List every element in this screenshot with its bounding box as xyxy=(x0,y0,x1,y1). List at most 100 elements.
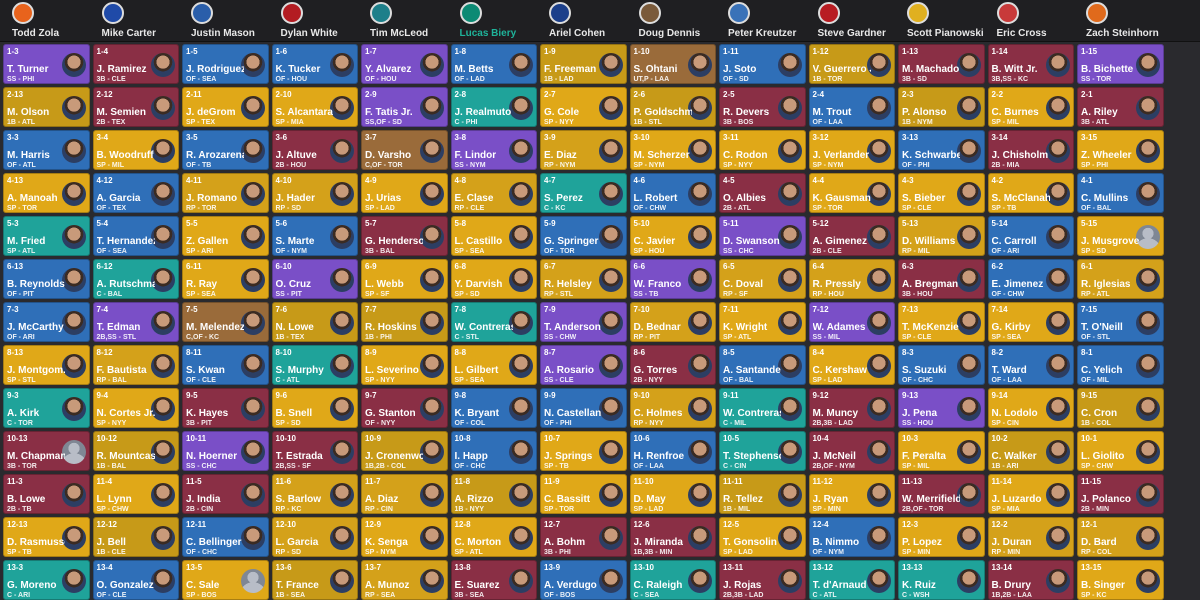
draft-pick-card[interactable]: 1-12 V. Guerrero Jr.1B - TOR xyxy=(808,44,895,84)
draft-pick-card[interactable]: 1-4 J. Ramirez 3B - CLE xyxy=(92,44,179,84)
draft-pick-card[interactable]: 3-13 K. Schwarber OF - PHI xyxy=(898,130,985,170)
draft-pick-card[interactable]: 13-11 J. Rojas 2B,3B - LAD xyxy=(719,560,806,600)
draft-pick-card[interactable]: 12-12 J. Bell 1B - CLE xyxy=(92,517,179,557)
draft-pick-card[interactable]: 4-5 O. Albies 2B - ATL xyxy=(719,173,806,213)
draft-pick-card[interactable]: 9-9 N. Castellan...OF - PHI xyxy=(540,388,627,428)
draft-pick-card[interactable]: 9-5 K. Hayes 3B - PIT xyxy=(182,388,269,428)
draft-pick-card[interactable]: 4-3 S. Bieber SP - CLE xyxy=(898,173,985,213)
draft-pick-card[interactable]: 5-14 C. Carroll OF - ARI xyxy=(987,216,1074,256)
draft-pick-card[interactable]: 3-8 F. Lindor SS - NYM xyxy=(450,130,537,170)
draft-pick-card[interactable]: 13-4 O. Gonzalez OF - CLE xyxy=(92,560,179,600)
draft-pick-card[interactable]: 4-12 A. Garcia OF - TEX xyxy=(92,173,179,213)
draft-pick-card[interactable]: 2-5 R. Devers 3B - BOS xyxy=(719,87,806,127)
draft-pick-card[interactable]: 11-14 J. Luzardo SP - MIA xyxy=(987,474,1074,514)
draft-pick-card[interactable]: 4-4 K. Gausman SP - TOR xyxy=(808,173,895,213)
draft-pick-card[interactable]: 12-5 T. Gonsolin SP - LAD xyxy=(719,517,806,557)
draft-pick-card[interactable]: 13-14 B. Drury 1B,2B - LAA xyxy=(987,560,1074,600)
draft-pick-card[interactable]: 5-11 D. Swanson SS - CHC xyxy=(719,216,806,256)
draft-pick-card[interactable]: 6-2 E. Jimenez OF - CHW xyxy=(987,259,1074,299)
draft-pick-card[interactable]: 2-8 J. Realmuto C - PHI xyxy=(450,87,537,127)
draft-pick-card[interactable]: 3-15 Z. Wheeler SP - PHI xyxy=(1077,130,1164,170)
team-column-header[interactable]: Ariel Cohen xyxy=(539,0,629,42)
draft-pick-card[interactable]: 2-4 M. Trout OF - LAA xyxy=(808,87,895,127)
draft-pick-card[interactable]: 9-14 N. Lodolo SP - CIN xyxy=(987,388,1074,428)
draft-pick-card[interactable]: 8-8 L. Gilbert SP - SEA xyxy=(450,345,537,385)
draft-pick-card[interactable]: 1-8 M. Betts OF - LAD xyxy=(450,44,537,84)
draft-pick-card[interactable]: 2-6 P. Goldschm...1B - STL xyxy=(629,87,716,127)
draft-pick-card[interactable]: 7-12 W. Adames SS - MIL xyxy=(808,302,895,342)
draft-pick-card[interactable]: 5-4 T. Hernandez OF - SEA xyxy=(92,216,179,256)
draft-pick-card[interactable]: 7-13 T. McKenzie SP - CLE xyxy=(898,302,985,342)
draft-pick-card[interactable]: 8-3 S. Suzuki OF - CHC xyxy=(898,345,985,385)
draft-pick-card[interactable]: 1-10 S. Ohtani UT,P - LAA xyxy=(629,44,716,84)
draft-pick-card[interactable]: 7-7 R. Hoskins 1B - PHI xyxy=(361,302,448,342)
draft-pick-card[interactable]: 6-9 L. Webb SP - SF xyxy=(361,259,448,299)
draft-pick-card[interactable]: 13-7 A. Munoz RP - SEA xyxy=(361,560,448,600)
draft-pick-card[interactable]: 8-4 C. Kershaw SP - LAD xyxy=(808,345,895,385)
draft-pick-card[interactable]: 5-8 L. Castillo SP - SEA xyxy=(450,216,537,256)
draft-pick-card[interactable]: 9-6 B. Snell SP - SD xyxy=(271,388,358,428)
draft-pick-card[interactable]: 1-14 B. Witt Jr. 3B,SS - KC xyxy=(987,44,1074,84)
draft-pick-card[interactable]: 9-12 M. Muncy 2B,3B - LAD xyxy=(808,388,895,428)
draft-pick-card[interactable]: 11-3 B. Lowe 2B - TB xyxy=(3,474,90,514)
draft-pick-card[interactable]: 8-11 S. Kwan OF - CLE xyxy=(182,345,269,385)
draft-pick-card[interactable]: 10-5 T. StephensonC - CIN xyxy=(719,431,806,471)
draft-pick-card[interactable]: 10-8 I. Happ OF - CHC xyxy=(450,431,537,471)
draft-pick-card[interactable]: 13-12 T. d'Arnaud C - ATL xyxy=(808,560,895,600)
team-column-header[interactable]: Tim McLeod xyxy=(360,0,450,42)
draft-pick-card[interactable]: 1-7 Y. Alvarez OF - HOU xyxy=(361,44,448,84)
draft-pick-card[interactable]: 7-5 M. Melendez C,OF - KC xyxy=(182,302,269,342)
draft-pick-card[interactable]: 4-1 C. Mullins OF - BAL xyxy=(1077,173,1164,213)
draft-pick-card[interactable]: 1-13 M. Machado 3B - SD xyxy=(898,44,985,84)
draft-pick-card[interactable]: 7-14 G. Kirby SP - SEA xyxy=(987,302,1074,342)
draft-pick-card[interactable]: 6-5 C. Doval RP - SF xyxy=(719,259,806,299)
draft-pick-card[interactable]: 10-6 H. Renfroe OF - LAA xyxy=(629,431,716,471)
draft-pick-card[interactable]: 7-4 T. Edman 2B,SS - STL xyxy=(92,302,179,342)
draft-pick-card[interactable]: 3-5 R. Arozarena OF - TB xyxy=(182,130,269,170)
draft-pick-card[interactable]: 7-11 K. Wright SP - ATL xyxy=(719,302,806,342)
draft-pick-card[interactable]: 13-15 B. Singer SP - KC xyxy=(1077,560,1164,600)
draft-pick-card[interactable]: 8-7 A. Rosario SS - CLE xyxy=(540,345,627,385)
draft-pick-card[interactable]: 4-7 S. Perez C - KC xyxy=(540,173,627,213)
draft-pick-card[interactable]: 10-3 F. Peralta SP - MIL xyxy=(898,431,985,471)
draft-pick-card[interactable]: 2-2 C. Burnes SP - MIL xyxy=(987,87,1074,127)
team-column-header[interactable]: Scott Pianowski xyxy=(897,0,987,42)
draft-pick-card[interactable]: 5-3 M. Fried SP - ATL xyxy=(3,216,90,256)
draft-pick-card[interactable]: 11-11 R. Tellez 1B - MIL xyxy=(719,474,806,514)
draft-pick-card[interactable]: 1-3 T. Turner SS - PHI xyxy=(3,44,90,84)
draft-pick-card[interactable]: 9-4 N. Cortes Jr. SP - NYY xyxy=(92,388,179,428)
draft-pick-card[interactable]: 3-14 J. Chisholm ...2B - MIA xyxy=(987,130,1074,170)
draft-pick-card[interactable]: 8-2 T. Ward OF - LAA xyxy=(987,345,1074,385)
draft-pick-card[interactable]: 3-6 J. Altuve 2B - HOU xyxy=(271,130,358,170)
draft-pick-card[interactable]: 3-4 B. Woodruff SP - MIL xyxy=(92,130,179,170)
draft-pick-card[interactable]: 10-4 J. McNeil 2B,OF - NYM xyxy=(808,431,895,471)
team-column-header[interactable]: Doug Dennis xyxy=(629,0,719,42)
draft-pick-card[interactable]: 10-13 M. Chapman 3B - TOR xyxy=(3,431,90,471)
draft-pick-card[interactable]: 13-3 G. Moreno C - ARI xyxy=(3,560,90,600)
draft-pick-card[interactable]: 10-2 C. Walker 1B - ARI xyxy=(987,431,1074,471)
draft-pick-card[interactable]: 1-15 B. Bichette SS - TOR xyxy=(1077,44,1164,84)
draft-pick-card[interactable]: 11-15 J. Polanco 2B - MIN xyxy=(1077,474,1164,514)
draft-pick-card[interactable]: 8-13 J. Montgom...SP - STL xyxy=(3,345,90,385)
draft-pick-card[interactable]: 12-6 J. Miranda 1B,3B - MIN xyxy=(629,517,716,557)
draft-pick-card[interactable]: 10-11 N. Hoerner SS - CHC xyxy=(182,431,269,471)
draft-pick-card[interactable]: 9-15 C. Cron 1B - COL xyxy=(1077,388,1164,428)
draft-pick-card[interactable]: 2-1 A. Riley 3B - ATL xyxy=(1077,87,1164,127)
draft-pick-card[interactable]: 12-8 C. Morton SP - ATL xyxy=(450,517,537,557)
draft-pick-card[interactable]: 11-4 L. Lynn SP - CHW xyxy=(92,474,179,514)
draft-pick-card[interactable]: 1-11 J. Soto OF - SD xyxy=(719,44,806,84)
team-column-header[interactable]: Eric Cross xyxy=(987,0,1077,42)
draft-pick-card[interactable]: 8-1 C. Yelich OF - MIL xyxy=(1077,345,1164,385)
draft-pick-card[interactable]: 12-9 K. Senga SP - NYM xyxy=(361,517,448,557)
draft-pick-card[interactable]: 9-11 W. Contreras C - MIL xyxy=(719,388,806,428)
draft-pick-card[interactable]: 7-15 T. O'Neill OF - STL xyxy=(1077,302,1164,342)
draft-pick-card[interactable]: 6-12 A. RutschmanC - BAL xyxy=(92,259,179,299)
draft-pick-card[interactable]: 11-7 A. Diaz RP - CIN xyxy=(361,474,448,514)
team-column-header[interactable]: Peter Kreutzer xyxy=(718,0,808,42)
draft-pick-card[interactable]: 10-9 J. Cronenwo...1B,2B - COL xyxy=(361,431,448,471)
draft-pick-card[interactable]: 2-9 F. Tatis Jr. SS,OF - SD xyxy=(361,87,448,127)
draft-pick-card[interactable]: 12-1 D. Bard RP - COL xyxy=(1077,517,1164,557)
draft-pick-card[interactable]: 11-12 J. Ryan SP - MIN xyxy=(808,474,895,514)
draft-pick-card[interactable]: 2-12 M. Semien 2B - TEX xyxy=(92,87,179,127)
draft-pick-card[interactable]: 13-10 C. Raleigh C - SEA xyxy=(629,560,716,600)
